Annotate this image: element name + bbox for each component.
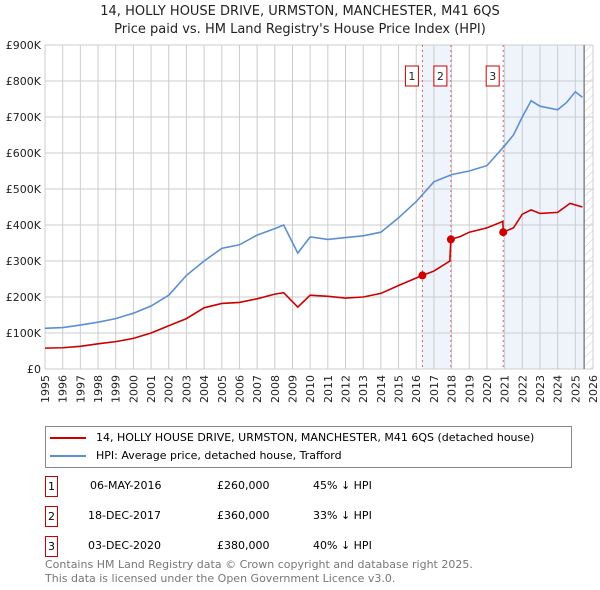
- x-tick-label: 2024: [552, 375, 565, 403]
- annotation-box: [404, 65, 419, 87]
- sale-hpi-diff: 33% ↓ HPI: [313, 509, 372, 522]
- sale-marker-badge: 1: [45, 476, 58, 497]
- chart-subtitle: Price paid vs. HM Land Registry's House …: [114, 22, 486, 37]
- legend-hpi-label: HPI: Average price, detached house, Traf…: [96, 449, 342, 462]
- sale-row: 1 06-MAY-2016 £260,000 45% ↓ HPI: [45, 476, 545, 497]
- sale-point: [418, 271, 427, 280]
- sale-marker-badge: 2: [45, 506, 58, 527]
- legend-property-label: 14, HOLLY HOUSE DRIVE, URMSTON, MANCHEST…: [96, 431, 535, 444]
- x-tick-label: 2009: [286, 375, 299, 403]
- y-tick-label: £0: [27, 363, 41, 376]
- x-tick-label: 2018: [446, 375, 459, 403]
- footer-copyright: Contains HM Land Registry data © Crown c…: [45, 558, 473, 571]
- y-tick-label: £300K: [6, 255, 42, 268]
- annotation-box: [485, 65, 500, 87]
- x-tick-label: 2007: [251, 375, 264, 403]
- annotation-label: 2: [437, 70, 444, 83]
- x-tick-label: 2017: [428, 375, 441, 403]
- sale-price: £380,000: [217, 539, 270, 552]
- x-tick-label: 2026: [587, 375, 600, 403]
- x-tick-label: 2001: [145, 375, 158, 403]
- y-tick-label: £700K: [6, 111, 42, 124]
- annotation-box: [433, 65, 448, 87]
- sale-price: £260,000: [217, 479, 270, 492]
- x-tick-label: 2014: [375, 375, 388, 403]
- x-tick-label: 2023: [534, 375, 547, 403]
- sale-date: 03-DEC-2020: [88, 539, 162, 552]
- price-chart: 1995 1996 1997 1998 1999 2000 2001 2002 2003 2004…: [6, 39, 600, 403]
- sale-date: 18-DEC-2017: [88, 509, 162, 522]
- x-tick-label: 2002: [163, 375, 176, 403]
- x-tick-label: 2022: [516, 375, 529, 403]
- annotation-label: 1: [408, 70, 415, 83]
- x-tick-label: 2000: [127, 375, 140, 403]
- property-price-line: [44, 202, 583, 349]
- x-tick-label: 2013: [357, 375, 370, 403]
- y-tick-label: £500K: [6, 183, 42, 196]
- y-tick-label: £200K: [6, 291, 42, 304]
- x-tick-label: 1998: [92, 375, 105, 403]
- shaded-period: [503, 45, 585, 369]
- shaded-period: [422, 45, 451, 369]
- chart-legend: 14, HOLLY HOUSE DRIVE, URMSTON, MANCHEST…: [45, 426, 572, 468]
- y-tick-label: £600K: [6, 147, 42, 160]
- x-tick-label: 2005: [216, 375, 229, 403]
- x-tick-label: 2008: [269, 375, 282, 403]
- y-tick-label: £100K: [6, 327, 42, 340]
- chart-title: 14, HOLLY HOUSE DRIVE, URMSTON, MANCHEST…: [100, 4, 500, 19]
- x-tick-label: 1997: [74, 375, 87, 403]
- x-tick-label: 2019: [463, 375, 476, 403]
- sale-point: [446, 235, 455, 244]
- sale-row: 2 18-DEC-2017 £360,000 33% ↓ HPI: [45, 506, 545, 527]
- x-tick-label: 2021: [499, 375, 512, 403]
- sale-price: £360,000: [217, 509, 270, 522]
- y-tick-label: £800K: [6, 75, 42, 88]
- sale-hpi-diff: 40% ↓ HPI: [313, 539, 372, 552]
- sale-row: 3 03-DEC-2020 £380,000 40% ↓ HPI: [45, 536, 545, 557]
- x-tick-label: 2006: [233, 375, 246, 403]
- sale-marker-badge: 3: [45, 536, 58, 557]
- forecast-hatch: [584, 45, 593, 369]
- hpi-line: [44, 90, 583, 330]
- sale-point: [499, 228, 508, 237]
- x-tick-label: 2010: [304, 375, 317, 403]
- y-tick-label: £900K: [6, 39, 42, 52]
- x-tick-label: 2011: [322, 375, 335, 403]
- x-tick-label: 1999: [110, 375, 123, 403]
- x-tick-label: 2025: [569, 375, 582, 403]
- footer: Contains HM Land Registry data © Crown c…: [45, 558, 473, 586]
- x-tick-label: 2020: [481, 375, 494, 403]
- x-tick-label: 2003: [180, 375, 193, 403]
- hpi-legend-swatch: [50, 454, 86, 457]
- x-tick-label: 2015: [393, 375, 406, 403]
- x-tick-label: 1996: [57, 375, 70, 403]
- footer-licence: This data is licensed under the Open Gov…: [45, 572, 396, 585]
- sale-hpi-diff: 45% ↓ HPI: [313, 479, 372, 492]
- x-tick-label: 1995: [39, 375, 52, 403]
- property-legend-swatch: [50, 436, 86, 439]
- y-tick-label: £400K: [6, 219, 42, 232]
- x-tick-label: 2016: [410, 375, 423, 403]
- x-tick-label: 2012: [340, 375, 353, 403]
- x-tick-label: 2004: [198, 375, 211, 403]
- sale-date: 06-MAY-2016: [90, 479, 162, 492]
- annotation-label: 3: [489, 70, 496, 83]
